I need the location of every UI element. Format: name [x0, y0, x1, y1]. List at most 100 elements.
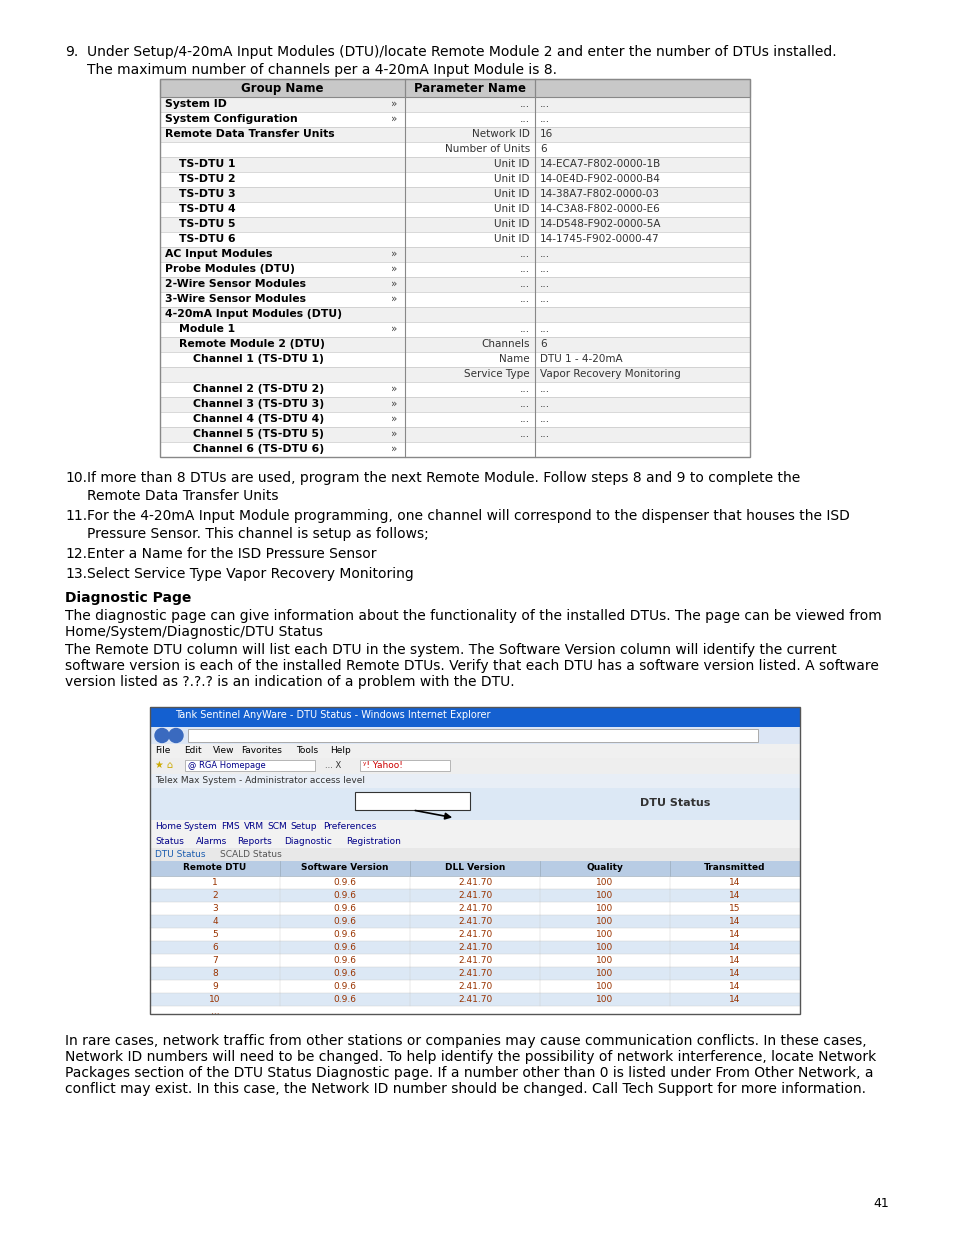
Text: »: » [391, 264, 397, 274]
Bar [185, 760, 314, 771]
Text: TS-DTU 1: TS-DTU 1 [179, 159, 235, 169]
Bar [150, 902, 800, 915]
Text: 2.41.70: 2.41.70 [457, 904, 492, 913]
Text: »: » [391, 99, 397, 109]
Text: 14: 14 [728, 982, 740, 990]
Text: http://10.53.21.28/0953040/pic_status.html: http://10.53.21.28/0953040/pic_status.ht… [191, 730, 388, 739]
Bar [150, 993, 800, 1007]
Text: SCM: SCM [267, 823, 287, 831]
Text: 0.9.6: 0.9.6 [334, 904, 356, 913]
Bar [160, 382, 749, 396]
Text: Network ID numbers will need to be changed. To help identify the possibility of : Network ID numbers will need to be chang… [65, 1050, 876, 1065]
Bar [160, 98, 749, 112]
Text: ...: ... [519, 264, 530, 274]
Text: 3-Wire Sensor Modules: 3-Wire Sensor Modules [165, 294, 306, 304]
Text: 14: 14 [728, 969, 740, 978]
Text: »: » [391, 114, 397, 124]
Text: ... X: ... X [325, 761, 341, 769]
Text: 9: 9 [212, 982, 217, 990]
Text: version listed as ?.?.? is an indication of a problem with the DTU.: version listed as ?.?.? is an indication… [65, 676, 514, 689]
Text: 100: 100 [596, 930, 613, 939]
Bar [150, 835, 800, 848]
Text: 14: 14 [728, 995, 740, 1004]
Text: System: System [183, 823, 216, 831]
Text: »: » [391, 294, 397, 304]
Text: Telex Max System - Administrator access level: Telex Max System - Administrator access … [154, 776, 365, 785]
Text: ...: ... [539, 384, 550, 394]
Text: The maximum number of channels per a 4-20mA Input Module is 8.: The maximum number of channels per a 4-2… [87, 63, 557, 77]
Text: Remote Data Transfer Units: Remote Data Transfer Units [165, 128, 335, 140]
Text: 14: 14 [728, 918, 740, 926]
Text: ...: ... [539, 399, 550, 409]
Text: ...: ... [519, 279, 530, 289]
Text: 100: 100 [596, 969, 613, 978]
Text: 9.: 9. [65, 44, 78, 59]
Text: 10: 10 [209, 995, 220, 1004]
Text: Under Setup/4-20mA Input Modules (DTU)/locate Remote Module 2 and enter the numb: Under Setup/4-20mA Input Modules (DTU)/l… [87, 44, 836, 59]
Text: 0.9.6: 0.9.6 [334, 969, 356, 978]
Bar [160, 352, 749, 367]
Text: »: » [391, 414, 397, 424]
Bar [150, 706, 800, 727]
Bar [150, 981, 800, 993]
Bar [150, 861, 800, 876]
Text: Packages section of the DTU Status Diagnostic page. If a number other than 0 is : Packages section of the DTU Status Diagn… [65, 1066, 873, 1079]
Text: Channel 6 (TS-DTU 6): Channel 6 (TS-DTU 6) [193, 445, 324, 454]
Text: »: » [391, 324, 397, 333]
Text: Group Name: Group Name [241, 82, 323, 95]
Text: 2.41.70: 2.41.70 [457, 890, 492, 900]
Text: System ID: System ID [165, 99, 227, 109]
Bar [160, 186, 749, 203]
Bar [150, 927, 800, 941]
Text: Remote DTU: Remote DTU [183, 863, 247, 872]
Text: 14-0E4D-F902-0000-B4: 14-0E4D-F902-0000-B4 [539, 174, 660, 184]
Text: 0.9.6: 0.9.6 [334, 930, 356, 939]
Text: DTU 1 - 4-20mA: DTU 1 - 4-20mA [539, 354, 622, 364]
Bar [150, 915, 800, 927]
Text: Network ID: Network ID [472, 128, 530, 140]
Text: »: » [391, 445, 397, 454]
Text: Probe Modules (DTU): Probe Modules (DTU) [165, 264, 294, 274]
Text: »: » [391, 429, 397, 438]
Text: @ RGA Homepage: @ RGA Homepage [188, 761, 266, 769]
Text: 0.9.6: 0.9.6 [334, 878, 356, 887]
Text: 14: 14 [728, 890, 740, 900]
Text: 12.: 12. [65, 547, 87, 561]
Text: Alarms: Alarms [196, 837, 227, 846]
Text: 2.41.70: 2.41.70 [457, 995, 492, 1004]
Text: SCALD Status: SCALD Status [220, 850, 281, 860]
Text: ʸ! Yahoo!: ʸ! Yahoo! [363, 761, 402, 769]
Text: ►: ► [172, 730, 179, 739]
Text: 14-ECA7-F802-0000-1B: 14-ECA7-F802-0000-1B [539, 159, 660, 169]
Text: File: File [154, 746, 171, 755]
Text: ...: ... [539, 414, 550, 424]
Text: 5: 5 [212, 930, 217, 939]
Text: ...: ... [519, 399, 530, 409]
Text: Setup: Setup [290, 823, 316, 831]
Bar [150, 1007, 800, 1014]
Text: ...: ... [519, 324, 530, 333]
Text: 2-Wire Sensor Modules: 2-Wire Sensor Modules [165, 279, 306, 289]
Text: Channel 2 (TS-DTU 2): Channel 2 (TS-DTU 2) [193, 384, 324, 394]
Text: Channel 3 (TS-DTU 3): Channel 3 (TS-DTU 3) [193, 399, 324, 409]
Text: 4-20mA Input Modules (DTU): 4-20mA Input Modules (DTU) [165, 309, 341, 319]
Text: 100: 100 [596, 995, 613, 1004]
Text: In rare cases, network traffic from other stations or companies may cause commun: In rare cases, network traffic from othe… [65, 1034, 865, 1049]
Text: 100: 100 [596, 982, 613, 990]
Text: 2.41.70: 2.41.70 [457, 930, 492, 939]
Text: Unit ID: Unit ID [494, 174, 530, 184]
Text: TS-DTU 4: TS-DTU 4 [179, 204, 235, 214]
Text: Registration: Registration [345, 837, 400, 846]
Bar [160, 322, 749, 337]
Bar [150, 774, 800, 788]
Bar [150, 876, 800, 889]
Text: Parameter Name: Parameter Name [414, 82, 525, 95]
Text: Favorites: Favorites [241, 746, 282, 755]
Text: Home: Home [154, 823, 181, 831]
Text: 100: 100 [596, 956, 613, 965]
Bar [160, 442, 749, 457]
Circle shape [169, 729, 183, 742]
Text: Service Type: Service Type [464, 369, 530, 379]
Text: 2.41.70: 2.41.70 [457, 878, 492, 887]
Text: Unit ID: Unit ID [494, 233, 530, 245]
